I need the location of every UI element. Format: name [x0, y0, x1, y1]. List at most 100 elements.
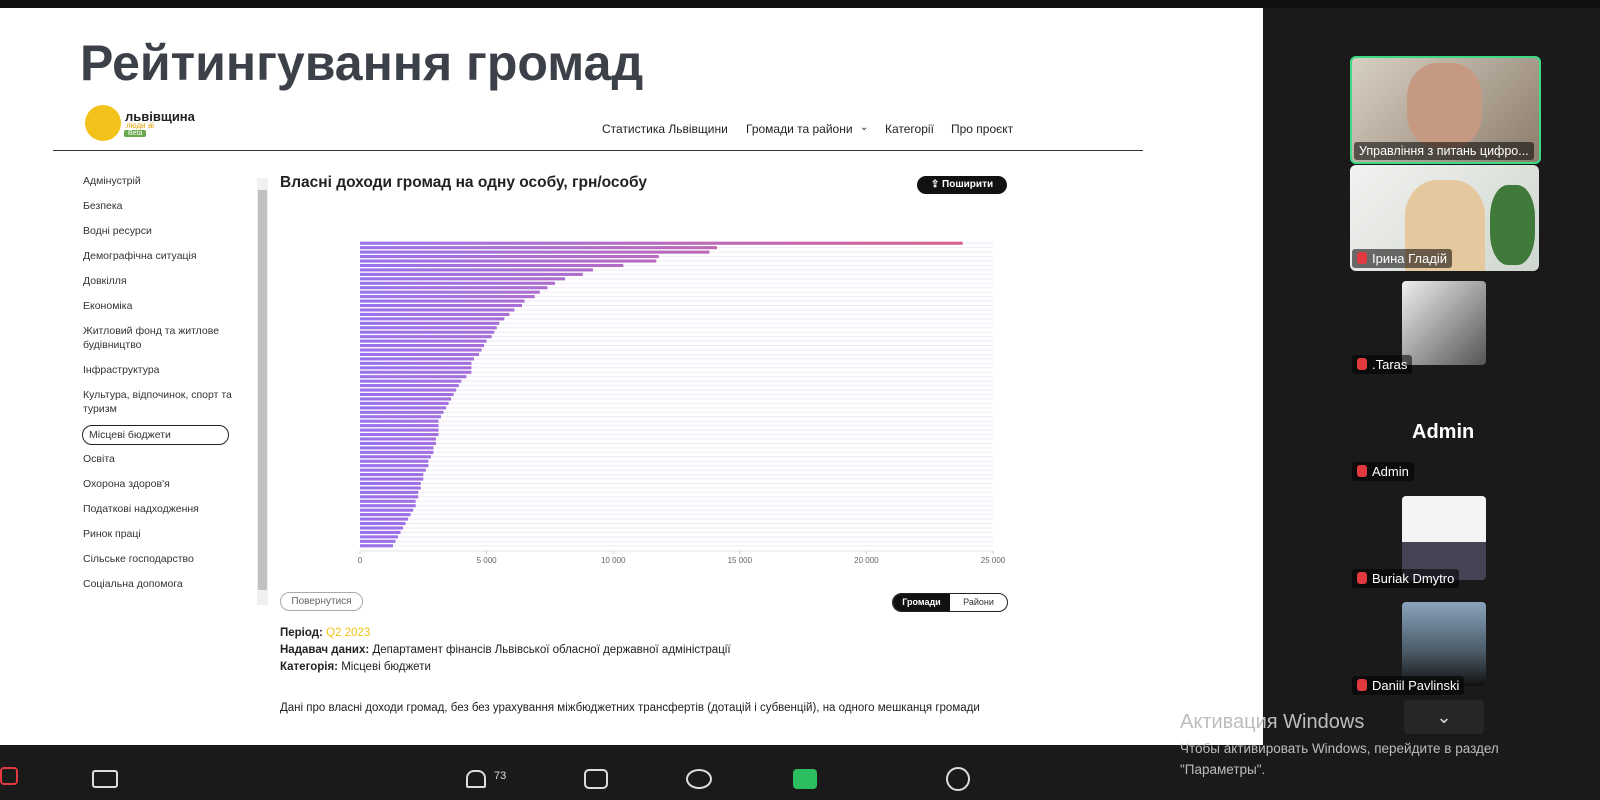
- bar: [360, 419, 439, 423]
- bar: [360, 384, 459, 388]
- toggle: Громади Райони: [892, 593, 1008, 612]
- info-button[interactable]: [946, 767, 970, 791]
- meta-value: Q2 2023: [326, 627, 371, 639]
- shared-slide: Рейтингування громад львівщина люди ai B…: [0, 8, 1263, 745]
- bar: [360, 530, 401, 534]
- sidebar-item[interactable]: Сільське господарство: [83, 553, 194, 565]
- header-rule: [53, 150, 1143, 151]
- bar: [360, 379, 462, 383]
- logo-tagline: люди ai: [126, 121, 155, 130]
- bar: [360, 446, 434, 450]
- bar: [360, 388, 457, 392]
- sidebar-item[interactable]: Інфраструктура: [83, 364, 160, 376]
- scroll-down[interactable]: ⌄: [1404, 700, 1484, 734]
- x-tick-label: 10 000: [601, 556, 626, 565]
- bar: [360, 352, 480, 357]
- bar: [360, 432, 439, 437]
- participant-label: Ірина Гладій: [1352, 249, 1452, 268]
- nav-link[interactable]: Про проєкт: [951, 122, 1014, 136]
- bar: [360, 272, 583, 276]
- bar: [360, 428, 439, 432]
- participants-button[interactable]: [466, 770, 486, 788]
- x-tick-label: 20 000: [854, 556, 879, 565]
- sidebar-item[interactable]: Водні ресурси: [83, 225, 152, 237]
- sidebar-item[interactable]: Безпека: [83, 200, 123, 212]
- bar: [360, 317, 505, 321]
- bar: [360, 450, 434, 454]
- bar: [360, 339, 487, 343]
- share-button[interactable]: ⇪ Поширити: [917, 176, 1007, 194]
- meta-value: Місцеві бюджети: [341, 661, 431, 673]
- bar: [360, 321, 500, 325]
- bar: [360, 277, 566, 281]
- participant-label: Admin: [1352, 462, 1414, 481]
- x-tick-label: 25 000: [981, 556, 1006, 565]
- bar: [360, 481, 421, 486]
- meta-key: Період:: [280, 627, 323, 639]
- scrollbar-thumb[interactable]: [258, 190, 267, 590]
- sidebar-item[interactable]: Економіка: [83, 300, 133, 312]
- avatar: [1402, 496, 1486, 580]
- logo-name: львівщина: [125, 109, 195, 124]
- bar: [360, 259, 657, 263]
- participant-name: .Taras: [1372, 357, 1408, 372]
- bar: [360, 459, 429, 463]
- bar: [360, 517, 409, 521]
- sidebar-item[interactable]: Демографічна ситуація: [83, 250, 197, 262]
- bar: [360, 290, 540, 294]
- sidebar-item[interactable]: Житловий фонд та житлове будівництво: [83, 325, 220, 351]
- mic-button[interactable]: [0, 767, 18, 785]
- windows-title: Активация Windows: [1180, 711, 1365, 733]
- sidebar-item[interactable]: Ринок праці: [83, 528, 141, 540]
- back-button[interactable]: Повернутися: [280, 592, 363, 611]
- bar: [360, 464, 429, 468]
- nav-link[interactable]: Категорії: [885, 122, 934, 136]
- chart-title: Власні доходи громад на одну особу, грн/…: [280, 174, 647, 191]
- sidebar-item[interactable]: Адмінустрій: [83, 175, 141, 187]
- bar: [360, 326, 497, 330]
- video-tile[interactable]: Управління з питань цифро...: [1350, 56, 1541, 164]
- bar: [360, 335, 492, 339]
- slide-title: Рейтингування громад: [80, 35, 644, 91]
- react-button[interactable]: [686, 769, 712, 789]
- bar: [360, 477, 424, 481]
- bar: [360, 344, 485, 348]
- participant-label: .Taras: [1352, 355, 1413, 374]
- windows-line: "Параметры".: [1180, 762, 1266, 777]
- bar: [360, 406, 447, 410]
- nav-link[interactable]: Громади та райони: [746, 122, 853, 136]
- bar: [360, 392, 454, 397]
- video-button[interactable]: [92, 770, 118, 788]
- toggle-option[interactable]: Громади: [893, 594, 950, 611]
- chat-button[interactable]: [584, 769, 608, 789]
- avatar: [1402, 602, 1486, 686]
- windows-line: Чтобы активировать Windows, перейдите в …: [1180, 741, 1499, 756]
- mic-muted: [1357, 465, 1367, 477]
- toggle-option[interactable]: Райони: [963, 597, 994, 607]
- bar: [360, 513, 411, 517]
- participant-name: Daniil Pavlinski: [1372, 678, 1460, 693]
- video-tile[interactable]: Ірина Гладій: [1350, 165, 1539, 271]
- sidebar-item[interactable]: Соціальна допомога: [83, 578, 183, 590]
- bar: [360, 424, 439, 428]
- bar: [360, 473, 424, 477]
- x-tick-label: 5 000: [477, 556, 498, 565]
- sidebar-item[interactable]: Податкові надходження: [83, 503, 199, 515]
- sidebar-item[interactable]: Охорона здоров'я: [83, 478, 170, 490]
- sidebar-item[interactable]: Освіта: [83, 453, 115, 465]
- sidebar-item[interactable]: Місцеві бюджети: [82, 425, 229, 445]
- bar: [360, 348, 482, 352]
- share-screen-button[interactable]: [793, 769, 817, 789]
- plant: [1490, 185, 1535, 265]
- logo-icon: [85, 105, 121, 141]
- participant-name: Admin: [1372, 464, 1409, 479]
- bar: [360, 504, 416, 508]
- bar: [360, 366, 472, 370]
- nav-link[interactable]: Статистика Львівщини: [602, 122, 728, 136]
- bar: [360, 535, 398, 539]
- description: Дані про власні доходи громад, без без у…: [280, 702, 980, 714]
- sidebar-item[interactable]: Культура, відпочинок, спорт та туризм: [83, 389, 232, 415]
- sidebar-item[interactable]: Довкілля: [83, 275, 127, 287]
- x-tick-label: 0: [358, 556, 363, 565]
- avatar: [1402, 281, 1486, 365]
